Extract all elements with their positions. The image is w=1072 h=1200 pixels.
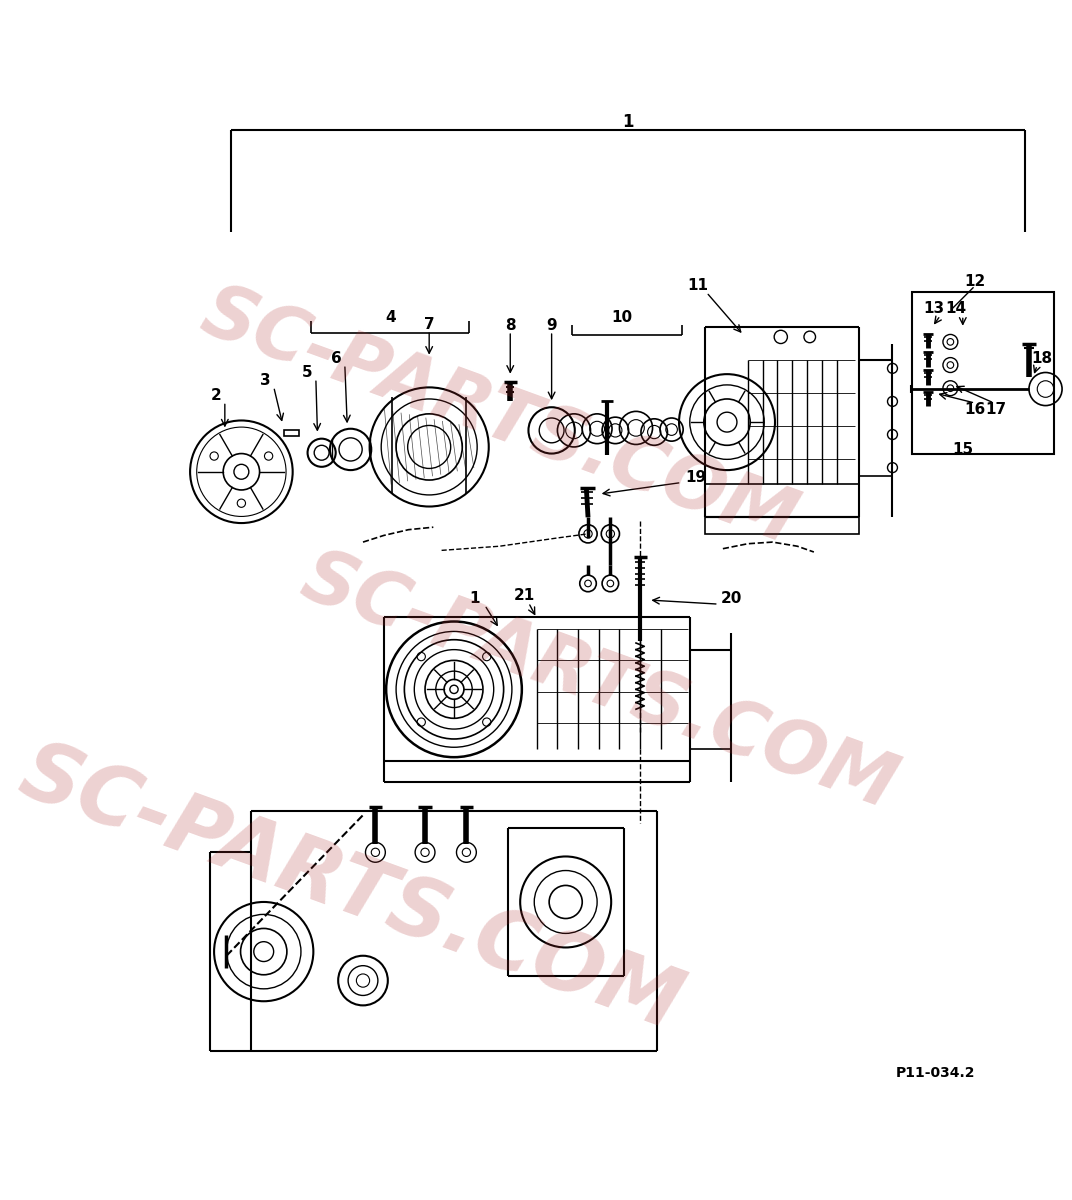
Text: 2: 2 bbox=[211, 388, 222, 403]
Bar bbox=[284, 430, 299, 436]
Text: 4: 4 bbox=[385, 310, 396, 324]
Text: 10: 10 bbox=[611, 310, 632, 324]
Text: SC-PARTS.COM: SC-PARTS.COM bbox=[192, 276, 807, 559]
Text: 21: 21 bbox=[513, 588, 535, 604]
Text: P11-034.2: P11-034.2 bbox=[896, 1067, 976, 1080]
Text: 18: 18 bbox=[1031, 350, 1052, 366]
Text: SC-PARTS.COM: SC-PARTS.COM bbox=[292, 541, 906, 824]
Bar bbox=[911, 293, 1054, 454]
Text: 5: 5 bbox=[302, 365, 313, 380]
Text: SC-PARTS.COM: SC-PARTS.COM bbox=[9, 732, 693, 1046]
Text: 20: 20 bbox=[720, 590, 742, 606]
Text: 8: 8 bbox=[505, 318, 516, 332]
Text: 12: 12 bbox=[965, 274, 986, 289]
Text: 7: 7 bbox=[423, 317, 434, 332]
Bar bbox=[704, 517, 860, 534]
Text: 13: 13 bbox=[923, 301, 944, 317]
Text: 1: 1 bbox=[622, 113, 634, 131]
Text: 11: 11 bbox=[687, 278, 709, 293]
Text: 14: 14 bbox=[946, 301, 967, 317]
Text: 15: 15 bbox=[952, 442, 973, 457]
Text: 16: 16 bbox=[965, 402, 986, 418]
Text: 3: 3 bbox=[260, 373, 271, 389]
Text: 1: 1 bbox=[470, 590, 480, 606]
Text: 6: 6 bbox=[331, 350, 342, 366]
Text: 9: 9 bbox=[547, 318, 557, 332]
Text: 17: 17 bbox=[985, 402, 1007, 418]
Text: 19: 19 bbox=[685, 470, 706, 485]
